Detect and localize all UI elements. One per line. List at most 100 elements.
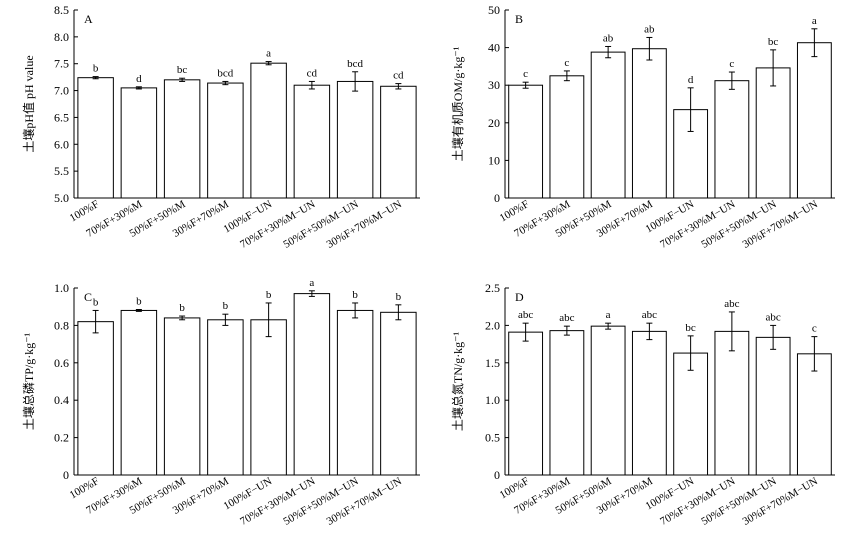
significance-label: b [136, 296, 142, 308]
y-tick-label: 8.0 [54, 30, 69, 44]
category-label: 50%F+50%M−UN [281, 198, 360, 251]
y-tick-label: 20 [488, 116, 500, 130]
significance-label: b [179, 302, 185, 314]
bar [250, 319, 287, 476]
significance-label: c [564, 57, 569, 69]
bar [380, 85, 417, 199]
y-tick-label: 40 [488, 41, 500, 55]
significance-label: c [812, 323, 817, 335]
chart-panel-a: 5.0 5.5 6.0 6.5 7.0 7.5 8.0 8.5 A 土壤pH值 pH value b… [21, 3, 420, 251]
y-axis-label: 土壤有机质OM/g·kg⁻¹ [450, 46, 465, 161]
bar [293, 293, 331, 476]
significance-label: c [523, 68, 528, 80]
y-tick-label: 0.2 [54, 431, 69, 445]
y-tick-label: 0 [63, 468, 69, 482]
significance-label: abc [724, 298, 739, 310]
bar [77, 77, 114, 199]
significance-label: abc [518, 309, 533, 321]
bar [120, 87, 158, 199]
bar [508, 331, 544, 476]
significance-label: bc [768, 36, 779, 48]
bar [163, 317, 201, 476]
bar [755, 336, 791, 476]
bar [163, 79, 201, 199]
bar [714, 330, 750, 476]
significance-label: d [136, 73, 142, 85]
panel-letter: D [515, 290, 524, 304]
y-axis-label: 土壤总磷TP/g·kg⁻¹ [21, 332, 36, 430]
bar [631, 48, 667, 199]
significance-label: a [812, 15, 817, 27]
category-label: 100%F [68, 198, 102, 224]
significance-label: b [352, 289, 358, 301]
y-tick-label: 1.0 [54, 281, 69, 295]
significance-label: b [223, 300, 229, 312]
category-label: 100%F [68, 475, 102, 501]
bar [714, 80, 750, 199]
bar [796, 42, 832, 199]
category-label: 30%F+70%M−UN [741, 198, 820, 251]
y-tick-label: 5.0 [54, 191, 69, 205]
bar [590, 51, 626, 199]
y-tick-label: 30 [488, 78, 500, 92]
category-label: 70%F+30%M−UN [238, 475, 317, 528]
significance-label: bcd [347, 58, 363, 70]
significance-label: a [606, 309, 611, 321]
significance-label: d [688, 74, 694, 86]
y-tick-label: 0.8 [54, 318, 69, 332]
significance-label: b [396, 291, 402, 303]
bar [77, 321, 114, 476]
bar [207, 319, 244, 476]
significance-label: abc [765, 311, 780, 323]
bar [336, 80, 374, 199]
significance-label: abc [559, 312, 574, 324]
y-tick-label: 2.0 [485, 318, 500, 332]
panel-letter: A [84, 12, 93, 26]
y-tick-label: 7.5 [54, 57, 69, 71]
significance-label: b [93, 296, 99, 308]
bar [549, 75, 585, 199]
significance-label: a [266, 48, 271, 60]
significance-label: cd [393, 70, 404, 82]
y-tick-label: 0.4 [54, 393, 69, 407]
category-label: 30%F+70%M−UN [325, 475, 404, 528]
significance-label: abc [642, 309, 657, 321]
significance-label: b [266, 289, 272, 301]
y-tick-label: 8.5 [54, 3, 69, 17]
y-tick-label: 6.0 [54, 137, 69, 151]
significance-label: bcd [217, 67, 233, 79]
bar [549, 330, 585, 476]
bar [755, 67, 791, 199]
bar [380, 311, 417, 476]
bar [293, 84, 331, 199]
y-tick-label: 1.5 [485, 356, 500, 370]
category-label: 30%F+70%M−UN [741, 475, 820, 528]
y-axis-label: 土壤pH值 pH value [21, 55, 36, 152]
bar [673, 352, 709, 476]
y-tick-label: 6.5 [54, 110, 69, 124]
panel-letter: B [515, 12, 523, 26]
bar [207, 82, 244, 199]
category-label: 70%F+30%M−UN [238, 198, 317, 251]
bar [631, 330, 667, 476]
chart-panel-c: 0 0.2 0.4 0.6 0.8 1.0 C 土壤总磷TP/g·kg⁻¹ b 100%F b 70%… [21, 277, 420, 528]
y-tick-label: 5.5 [54, 164, 69, 178]
y-tick-label: 0.5 [485, 431, 500, 445]
y-tick-label: 1.0 [485, 393, 500, 407]
significance-label: bc [177, 64, 188, 76]
significance-label: ab [644, 23, 655, 35]
y-tick-label: 0 [494, 191, 500, 205]
panel-letter: C [84, 290, 92, 304]
y-tick-label: 0 [494, 468, 500, 482]
category-label: 50%F+50%M−UN [281, 475, 360, 528]
y-tick-label: 0.6 [54, 356, 69, 370]
y-tick-label: 50 [488, 3, 500, 17]
bar [508, 84, 544, 199]
bar [796, 353, 832, 476]
significance-label: a [309, 277, 314, 289]
y-tick-label: 7.0 [54, 84, 69, 98]
y-tick-label: 2.5 [485, 281, 500, 295]
bar [250, 62, 287, 199]
